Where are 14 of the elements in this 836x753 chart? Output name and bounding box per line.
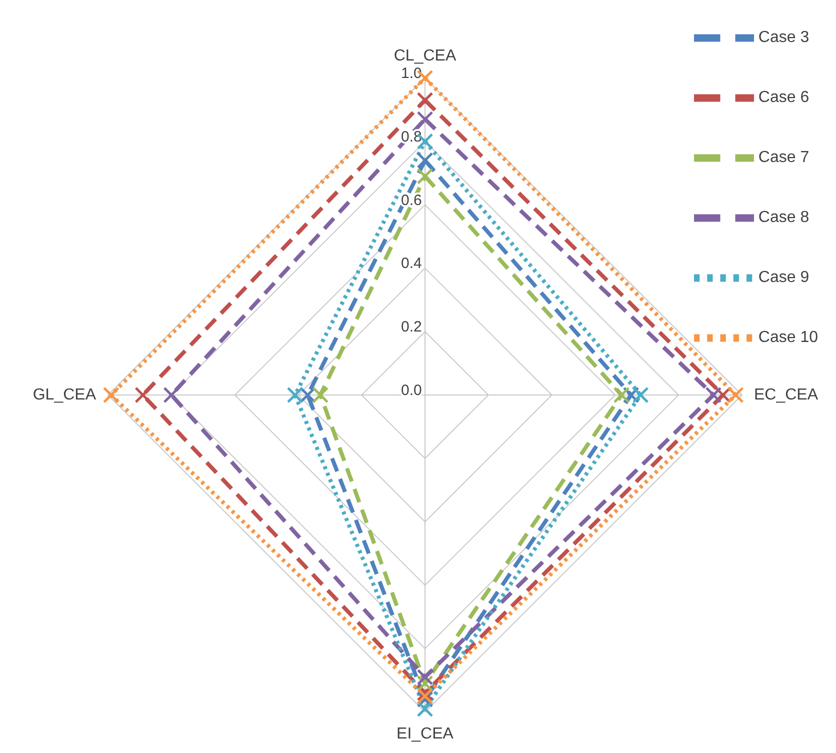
- legend-label: Case 7: [758, 149, 810, 166]
- legend-label: Case 8: [758, 209, 810, 226]
- legend-label: Case 6: [758, 89, 810, 106]
- spoke-label: EC_CEA: [754, 386, 818, 404]
- y-tick-label: 0.0: [401, 382, 422, 399]
- spoke-label: EI_CEA: [396, 726, 454, 742]
- spoke-label: CL_CEA: [394, 48, 456, 64]
- legend-label: Case 9: [758, 269, 810, 286]
- y-tick-label: 1.0: [401, 65, 422, 82]
- legend-label: Case 3: [758, 29, 810, 46]
- spoke-label: GL_CEA: [32, 386, 96, 404]
- y-tick-label: 0.4: [401, 255, 422, 272]
- legend-label: Case 10: [758, 329, 818, 346]
- y-tick-label: 0.2: [401, 318, 422, 336]
